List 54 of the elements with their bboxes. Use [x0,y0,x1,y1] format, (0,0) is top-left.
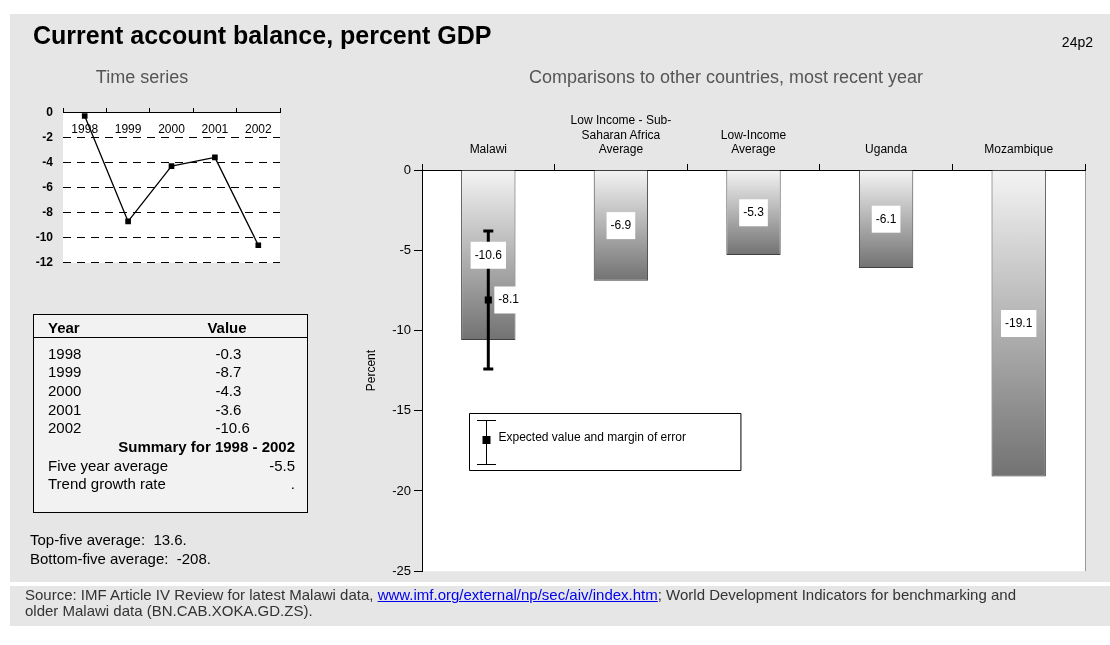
data-label: -19.1 [1005,315,1033,330]
text: 1999 -8.7 [48,362,242,382]
data-label: -6.9 [610,217,632,232]
data-label: -6.1 [875,211,897,226]
y-tick-label: -10 [35,230,54,245]
y-tick-label: -20 [392,482,411,498]
text: Top-five average: 13.6. [30,530,187,549]
text: -5.5 [269,455,295,475]
text: . [290,474,295,494]
y-tick-label: -2 [42,129,54,144]
text: 24p2 [1061,34,1093,51]
point [212,154,218,161]
y-tick-label: -15 [392,402,411,418]
data-label: -8.1 [498,292,520,307]
text: Value [206,318,248,337]
x-tick-label: Low Income - Sub-Saharan Africa Average [570,113,672,157]
x-tick-label: 2000 [158,121,186,136]
y-axis-title: Percent [363,349,378,392]
point [125,218,131,225]
text: Year [48,318,80,337]
data-label: -5.3 [743,205,765,220]
x-tick-label: 2002 [244,121,272,136]
chart-title: Current account balance, percent GDP [33,20,492,50]
y-tick-label: -4 [42,154,54,169]
y-tick-label: -12 [35,255,54,270]
y-tick-label: -8 [42,204,54,219]
y-tick-label: 0 [46,104,54,119]
y-tick-label: -10 [392,322,411,338]
data-label: -10.6 [474,247,503,262]
point [168,163,175,169]
text: 1998 -0.3 [48,343,242,363]
point [81,113,88,119]
text: 2000 -4.3 [48,380,242,400]
text: 2002 -10.6 [48,418,250,438]
legend-label: Expected value and margin of error [498,430,686,445]
text: Bottom-five average: -208. [30,549,211,568]
text: 2001 -3.6 [48,399,242,419]
x-tick-label: Low-Income Average [720,127,787,157]
x-tick-label: 2001 [201,121,229,136]
y-tick-label: 0 [403,161,411,177]
x-tick-label: Uganda [865,142,908,157]
point [255,242,262,249]
y-tick-label: -5 [399,241,411,257]
x-tick-label: Malawi [469,142,507,157]
x-tick-label: 1999 [114,121,142,136]
chart-subtitle: Time series [94,66,190,88]
text: Summary for 1998 - 2002 [118,437,295,456]
text: Five year average [48,455,169,475]
y-tick-label: -6 [42,179,54,194]
y-tick-label: -25 [392,562,411,578]
x-tick-label: Mozambique [984,142,1054,157]
text: Trend growth rate [48,474,166,494]
chart-title: Comparisons to other countries, most recent year [527,66,925,88]
text: Source: IMF Article IV Review for latest Malawi data, www.imf.org/external/np/sec/aiv/index.htm; World Development Indicators for benchmarking and older Malawi data (BN.CAB.XOKA.GD.ZS). [25,586,1016,619]
